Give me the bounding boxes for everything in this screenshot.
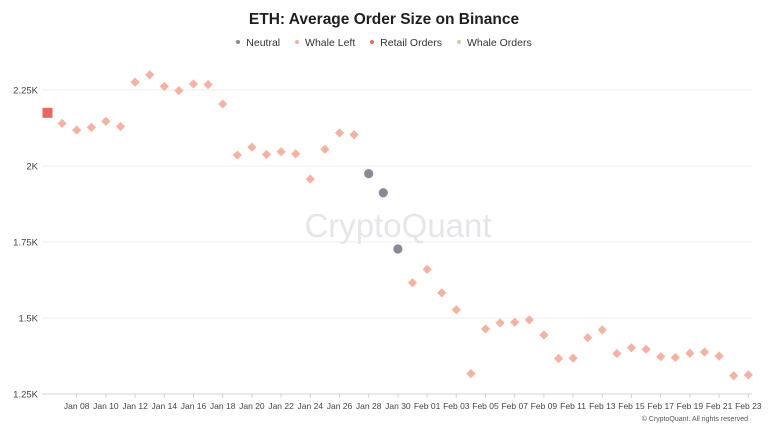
x-tick-label: Jan 20: [239, 401, 265, 411]
neutral-point[interactable]: [378, 188, 388, 198]
x-axis-ticks: Jan 08 Jan 10 Jan 12 Jan 14 Jan 16 Jan 18 Jan …: [64, 394, 762, 411]
x-tick-label: Jan 08: [64, 401, 90, 411]
whale-left-point[interactable]: [466, 369, 476, 379]
x-tick-label: Jan 12: [122, 401, 148, 411]
x-tick-label: Feb 09: [531, 401, 558, 411]
legend-item-retail-orders[interactable]: Retail Orders: [370, 37, 442, 49]
whale-left-point[interactable]: [291, 149, 301, 159]
whale-left-point[interactable]: [276, 147, 286, 157]
neutral-point[interactable]: [364, 169, 374, 179]
whale-left-point[interactable]: [583, 333, 593, 343]
y-tick-label: 1.25K: [13, 390, 38, 401]
whale-left-point[interactable]: [115, 121, 126, 132]
whale-left-point[interactable]: [261, 149, 272, 160]
whale-left-point[interactable]: [349, 130, 359, 140]
x-tick-label: Feb 13: [589, 401, 616, 411]
copyright-footer: © CryptoQuant. All rights reserved: [641, 416, 748, 423]
x-tick-label: Feb 19: [677, 401, 704, 411]
grid-lines: [42, 89, 752, 319]
whale-left-point[interactable]: [641, 344, 651, 354]
whale-left-point[interactable]: [568, 353, 578, 363]
chart-title: ETH: Average Order Size on Binance: [248, 11, 520, 28]
legend-item-neutral[interactable]: Neutral: [236, 37, 280, 49]
x-tick-label: Jan 16: [181, 401, 207, 411]
x-tick-label: Feb 07: [501, 401, 528, 411]
legend-dot-icon: [295, 40, 300, 45]
legend-dot-icon: [236, 40, 241, 45]
whale-left-point[interactable]: [685, 348, 695, 358]
whale-left-point[interactable]: [524, 315, 534, 325]
whale-left-point[interactable]: [174, 86, 184, 96]
x-tick-label: Jan 22: [268, 401, 294, 411]
whale-left-point[interactable]: [626, 343, 637, 353]
neutral-point[interactable]: [393, 244, 403, 254]
y-tick-label: 2K: [26, 162, 38, 173]
whale-left-point[interactable]: [553, 353, 564, 364]
legend-dot-icon: [370, 40, 375, 45]
y-tick-label: 1.5K: [18, 314, 38, 325]
x-tick-label: Jan 18: [210, 401, 236, 411]
whale-left-point[interactable]: [407, 278, 418, 288]
legend-label: Retail Orders: [380, 37, 443, 49]
x-tick-label: Feb 05: [472, 401, 499, 411]
whale-left-point[interactable]: [57, 118, 67, 129]
x-tick-label: Feb 23: [735, 401, 762, 411]
legend-label: Whale Left: [305, 37, 356, 49]
whale-left-point[interactable]: [480, 324, 491, 334]
x-tick-label: Feb 17: [647, 401, 674, 411]
whale-left-point[interactable]: [203, 79, 213, 90]
x-tick-label: Feb 01: [414, 401, 441, 411]
x-tick-label: Jan 26: [327, 401, 353, 411]
watermark-text: CryptoQuant: [304, 207, 491, 244]
whale-left-point[interactable]: [247, 142, 257, 152]
whale-left-point[interactable]: [145, 70, 155, 80]
whale-left-point[interactable]: [101, 116, 111, 126]
x-tick-label: Feb 03: [443, 401, 470, 411]
whale-left-point[interactable]: [334, 128, 345, 138]
whale-left-point[interactable]: [86, 122, 96, 132]
x-tick-label: Feb 11: [560, 401, 586, 411]
whale-left-point[interactable]: [714, 351, 724, 361]
whale-left-point[interactable]: [699, 347, 710, 357]
x-tick-label: Jan 28: [356, 401, 382, 411]
whale-left-point[interactable]: [422, 264, 432, 274]
y-tick-label: 2.25K: [13, 86, 38, 97]
legend-label: Neutral: [246, 37, 281, 49]
legend-item-whale-left[interactable]: Whale Left: [295, 37, 355, 49]
retail-orders-point[interactable]: [42, 107, 53, 118]
y-axis-ticks: 1.25K 1.5K 1.75K 2K 2.25K: [13, 86, 38, 401]
whale-left-point[interactable]: [232, 150, 242, 160]
whale-left-point[interactable]: [743, 370, 753, 380]
x-tick-label: Jan 24: [298, 401, 324, 411]
whale-left-point[interactable]: [729, 371, 739, 381]
x-tick-label: Jan 10: [93, 401, 119, 411]
whale-left-point[interactable]: [510, 317, 520, 327]
whale-left-point[interactable]: [305, 174, 315, 184]
whale-left-point[interactable]: [612, 348, 622, 359]
x-tick-label: Jan 30: [385, 401, 411, 411]
whale-left-point[interactable]: [539, 330, 549, 340]
x-tick-label: Feb 15: [618, 401, 645, 411]
whale-left-point[interactable]: [597, 325, 607, 335]
y-tick-label: 1.75K: [13, 238, 38, 249]
whale-left-point[interactable]: [72, 125, 82, 135]
whale-left-point[interactable]: [159, 81, 169, 91]
whale-left-point[interactable]: [437, 288, 447, 298]
chart-legend: Neutral Whale Left Retail Orders Whale O…: [0, 37, 768, 49]
whale-left-point[interactable]: [218, 99, 228, 109]
data-points: [42, 70, 753, 381]
legend-item-whale-orders[interactable]: Whale Orders: [456, 37, 532, 49]
whale-left-point[interactable]: [451, 305, 461, 315]
legend-label: Whale Orders: [466, 37, 532, 49]
x-tick-label: Jan 14: [152, 401, 178, 411]
whale-left-point[interactable]: [495, 318, 505, 328]
whale-left-point[interactable]: [320, 144, 330, 154]
whale-left-point[interactable]: [130, 77, 140, 87]
legend-dot-icon: [456, 40, 461, 45]
whale-left-point[interactable]: [670, 352, 680, 363]
whale-left-point[interactable]: [656, 352, 666, 362]
x-tick-label: Feb 21: [706, 401, 733, 411]
whale-left-point[interactable]: [188, 79, 199, 89]
